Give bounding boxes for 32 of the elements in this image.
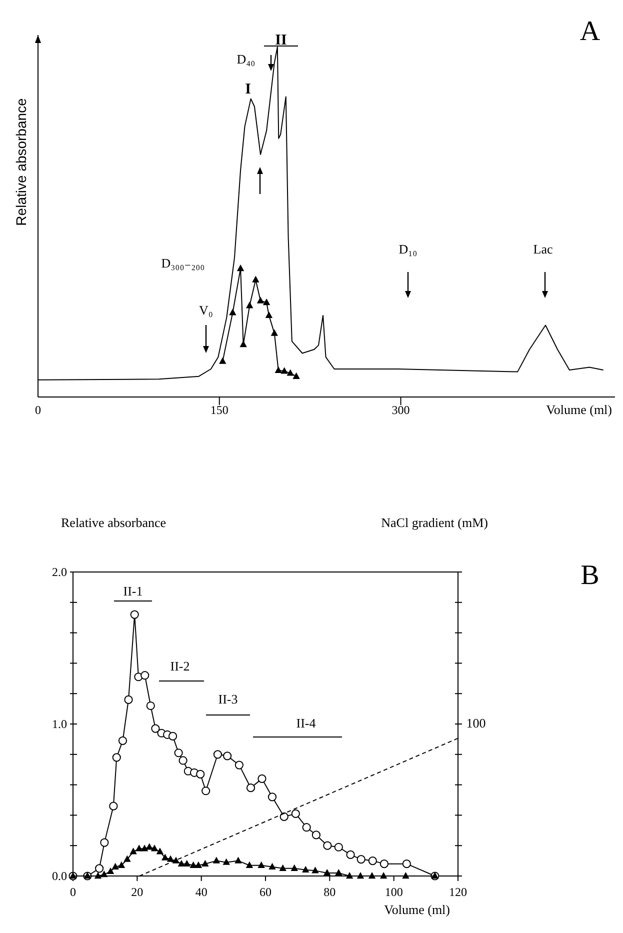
y-axis-title: Relative absorbance xyxy=(13,98,29,226)
annotation: II-3 xyxy=(218,692,238,707)
x-tick-label: 150 xyxy=(210,403,228,417)
x-tick-label: 80 xyxy=(324,885,336,899)
y-tick-label: 0.0 xyxy=(52,869,67,884)
text: B xyxy=(580,560,600,591)
annotation: V₀ xyxy=(199,302,213,318)
text: 100 xyxy=(466,716,486,731)
y2-axis-title: NaCl gradient (mM) xyxy=(381,515,488,530)
annotation: D₁₀ xyxy=(398,242,418,257)
x-axis-title: Volume (ml) xyxy=(546,402,612,417)
chart-title: A xyxy=(580,16,601,47)
annotation: II-2 xyxy=(170,658,190,674)
y-tick-label: 2.0 xyxy=(52,565,67,580)
x-tick-label: 300 xyxy=(392,403,410,417)
annotation: Lac xyxy=(533,242,553,257)
x-tick-label: 0 xyxy=(35,403,41,417)
x-tick-label: 120 xyxy=(449,885,467,899)
x-tick-label: 40 xyxy=(195,885,208,899)
x-tick-label: 60 xyxy=(260,885,272,899)
annotation: II-1 xyxy=(123,584,143,599)
x-tick-label: 0 xyxy=(70,885,76,899)
y-axis-title: Relative absorbance xyxy=(61,515,166,530)
x-axis-title: Volume (ml) xyxy=(384,902,450,917)
annotation: II xyxy=(275,32,287,48)
annotation: D₃₀₀₋₂₀₀ xyxy=(161,256,205,271)
x-tick-label: 100 xyxy=(384,885,403,899)
annotation: II-4 xyxy=(296,716,316,731)
annotation: D₄₀ xyxy=(236,52,256,67)
x-tick-label: 20 xyxy=(131,885,144,899)
y-tick-label: 1.0 xyxy=(52,717,67,732)
annotation: I xyxy=(245,81,252,98)
